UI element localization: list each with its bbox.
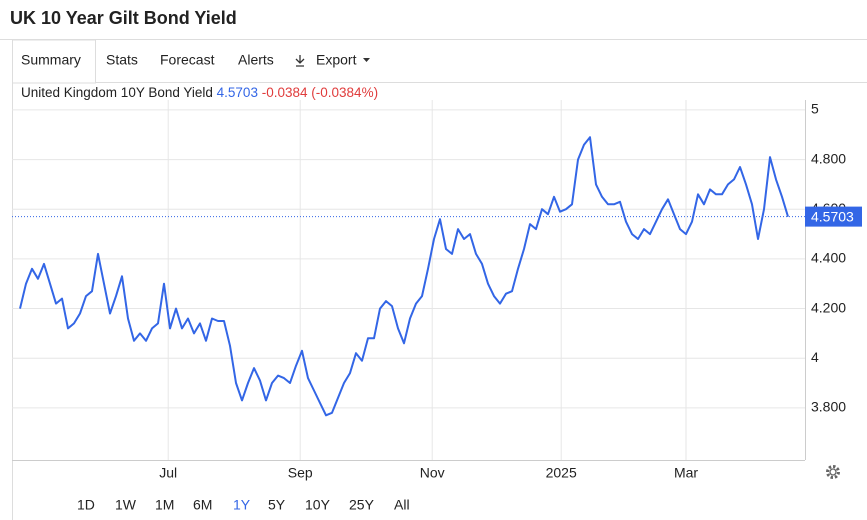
x-tick-label: 2025 bbox=[546, 465, 577, 481]
export-icon bbox=[295, 55, 305, 67]
y-tick-label: 3.800 bbox=[811, 399, 846, 415]
tab[interactable]: Export bbox=[316, 52, 357, 68]
y-tick-label: 4.400 bbox=[811, 250, 846, 266]
range-button[interactable]: 25Y bbox=[349, 497, 375, 513]
range-button[interactable]: 1D bbox=[77, 497, 95, 513]
x-tick-label: Nov bbox=[420, 465, 445, 481]
range-button[interactable]: 1M bbox=[155, 497, 174, 513]
last-value-tag bbox=[805, 206, 862, 227]
last-value-label: 4.5703 bbox=[811, 208, 854, 224]
legend: United Kingdom 10Y Bond Yield 4.5703 -0.… bbox=[21, 85, 378, 100]
x-tick-label: Jul bbox=[159, 465, 177, 481]
series-name: United Kingdom 10Y Bond Yield bbox=[21, 85, 213, 100]
tab[interactable]: Stats bbox=[106, 52, 138, 68]
range-button[interactable]: All bbox=[394, 497, 410, 513]
range-button[interactable]: 10Y bbox=[305, 497, 331, 513]
series-line bbox=[19, 136, 789, 417]
change: -0.0384 bbox=[262, 85, 308, 100]
y-tick-label: 4.200 bbox=[811, 299, 846, 315]
settings-icon[interactable] bbox=[826, 465, 840, 479]
last-value: 4.5703 bbox=[217, 85, 258, 100]
y-tick-label: 4 bbox=[811, 349, 819, 365]
y-tick-label: 5 bbox=[811, 101, 819, 117]
tab[interactable]: Alerts bbox=[238, 52, 274, 68]
y-tick-label: 4.800 bbox=[811, 150, 846, 166]
x-tick-label: Sep bbox=[288, 465, 313, 481]
gear-teeth bbox=[826, 465, 840, 479]
active-tab[interactable] bbox=[12, 39, 96, 84]
change-pct: (-0.0384%) bbox=[311, 85, 378, 100]
range-button[interactable]: 6M bbox=[193, 497, 212, 513]
range-button[interactable]: 1Y bbox=[233, 497, 251, 513]
tab[interactable]: Forecast bbox=[160, 52, 215, 68]
dropdown-caret bbox=[363, 58, 370, 62]
tab[interactable]: Summary bbox=[21, 52, 81, 68]
range-button[interactable]: 5Y bbox=[268, 497, 286, 513]
range-button[interactable]: 1W bbox=[115, 497, 137, 513]
gear-hub bbox=[829, 468, 837, 476]
page-title: UK 10 Year Gilt Bond Yield bbox=[10, 8, 237, 28]
x-tick-label: Mar bbox=[674, 465, 698, 481]
